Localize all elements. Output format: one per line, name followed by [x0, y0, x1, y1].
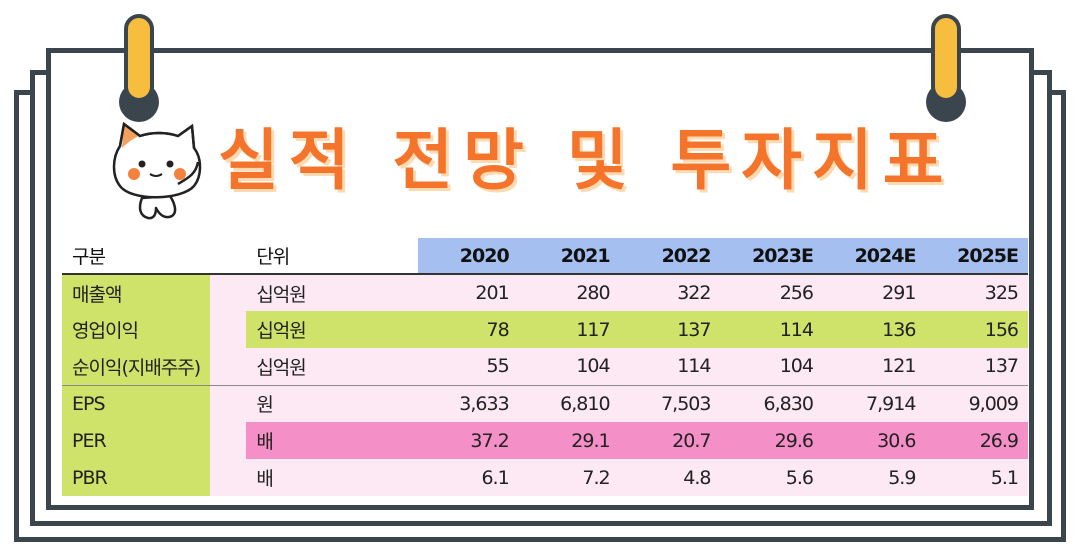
table-cell: 136 — [822, 311, 926, 348]
page-title: 실적 전망 및 투자지표 — [218, 122, 954, 199]
table-cell: 55 — [486, 355, 510, 378]
table-cell: 137 — [619, 311, 721, 348]
table-cell: 4.8 — [683, 466, 711, 489]
row-unit: 십억원 — [246, 311, 418, 348]
table-cell: 121 — [882, 355, 916, 378]
table-cell: 30.6 — [822, 422, 926, 459]
table-cell: 322 — [677, 282, 711, 304]
row-label: EPS — [62, 384, 211, 422]
table-cell: 104 — [779, 355, 814, 378]
table-cell: 29.1 — [518, 422, 620, 459]
table-row: 매출액 십억원 201 280 322 256 291 325 — [62, 274, 1028, 311]
table-cell: 20.7 — [619, 422, 721, 459]
header-unit: 단위 — [246, 238, 418, 275]
row-unit: 배 — [246, 422, 418, 459]
table-cell: 156 — [925, 311, 1028, 348]
header-category: 구분 — [62, 238, 247, 275]
row-unit: 원 — [246, 384, 418, 422]
table-cell: 280 — [576, 282, 610, 304]
table-cell: 325 — [984, 282, 1019, 304]
table-row: PER 배 37.2 29.1 20.7 29.6 30.6 26.9 — [62, 422, 1028, 459]
table-cell: 291 — [882, 282, 916, 304]
table-cell: 256 — [779, 282, 814, 304]
table-cell: 7,914 — [822, 384, 926, 422]
table-cell: 78 — [417, 311, 519, 348]
table-cell: 7,503 — [619, 384, 721, 422]
table-cell: 6,830 — [720, 384, 823, 422]
table-cell: 26.9 — [925, 422, 1028, 459]
header-year: 2024E — [822, 238, 926, 275]
table-cell: 37.2 — [417, 422, 519, 459]
table-cell: 137 — [984, 355, 1019, 378]
table-cell: 5.1 — [990, 466, 1019, 489]
header-year: 2021 — [518, 238, 620, 275]
row-unit: 십억원 — [256, 356, 306, 379]
header-year: 2023E — [720, 238, 823, 275]
header-year: 2022 — [619, 238, 721, 275]
table-cell: 117 — [518, 311, 620, 348]
table-cell: 9,009 — [925, 384, 1028, 422]
table-cell: 5.9 — [888, 466, 916, 489]
table-cell: 201 — [475, 282, 509, 304]
row-label: PBR — [62, 459, 211, 496]
row-unit: 십억원 — [256, 283, 306, 306]
table-row: PBR 배 6.1 7.2 4.8 5.6 5.9 5.1 — [62, 459, 1028, 496]
table-cell: 29.6 — [720, 422, 823, 459]
table-cell: 5.6 — [785, 466, 814, 489]
table-row: 순이익(지배주주) 십억원 55 104 114 104 121 137 — [62, 348, 1028, 385]
table-cell: 6,810 — [518, 384, 620, 422]
financial-table: 구분 단위 2020 2021 2022 2023E 2024E 2025E 매… — [62, 238, 1028, 496]
table-cell: 114 — [677, 355, 711, 378]
table-cell: 114 — [720, 311, 823, 348]
row-unit: 배 — [256, 468, 273, 490]
table-header-row: 구분 단위 2020 2021 2022 2023E 2024E 2025E — [62, 238, 1028, 275]
row-label: 영업이익 — [62, 311, 211, 348]
table-cell: 7.2 — [582, 466, 610, 489]
table-cell: 3,633 — [417, 384, 519, 422]
header-year: 2025E — [925, 238, 1028, 275]
row-label: 순이익(지배주주) — [62, 348, 211, 385]
cat-mascot-icon — [112, 121, 202, 220]
table-cell: 6.1 — [481, 466, 509, 489]
table-cell: 104 — [576, 355, 610, 378]
row-label: 매출액 — [62, 274, 211, 311]
table-row: 영업이익 십억원 78 117 137 114 136 156 — [62, 311, 1028, 348]
table-row: EPS 원 3,633 6,810 7,503 6,830 7,914 9,00… — [62, 384, 1028, 422]
row-label: PER — [62, 422, 211, 459]
header-year: 2020 — [417, 238, 519, 275]
